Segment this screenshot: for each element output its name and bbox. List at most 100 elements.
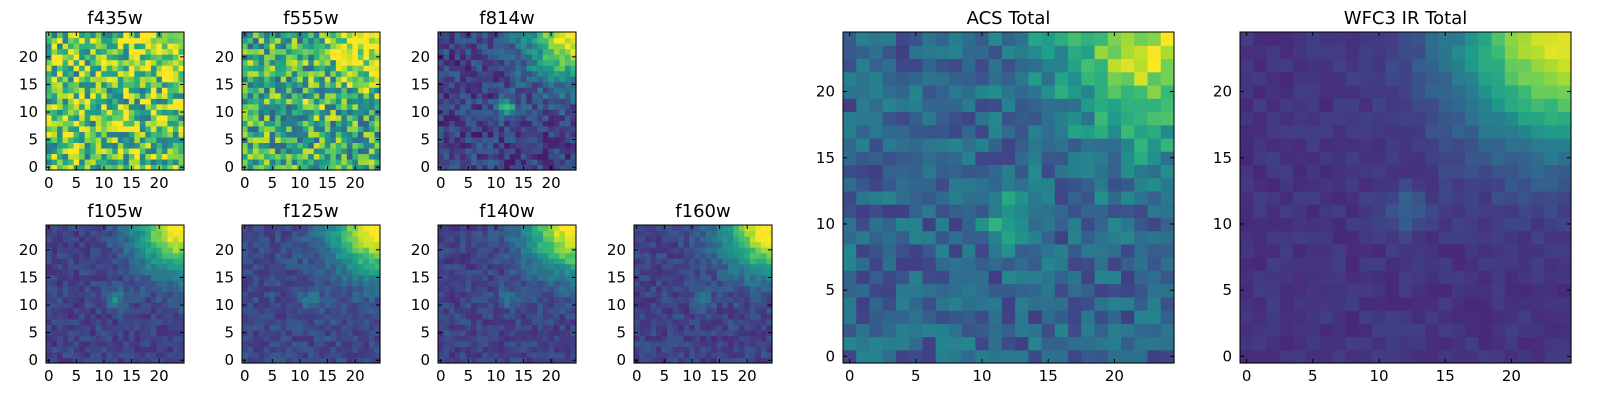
heatmap-cell — [167, 285, 174, 292]
heatmap-cell — [363, 252, 370, 259]
heatmap-cell — [264, 48, 271, 55]
heatmap-cell — [134, 274, 141, 281]
heatmap-cell — [1041, 270, 1056, 285]
heatmap-cell — [161, 81, 169, 88]
heatmap-cell — [727, 346, 734, 353]
heatmap-cell — [843, 296, 857, 311]
heatmap-cell — [1160, 204, 1175, 218]
heatmap-cell — [498, 302, 505, 309]
heatmap-cell — [766, 280, 773, 287]
heatmap-cell — [363, 103, 370, 110]
heatmap-cell — [150, 153, 157, 160]
heatmap-cell — [498, 236, 505, 243]
heatmap-cell — [291, 346, 298, 353]
heatmap-cell — [324, 351, 331, 359]
heatmap-cell — [738, 269, 745, 276]
heatmap-cell — [559, 43, 566, 50]
heatmap-cell — [449, 70, 456, 77]
heatmap-cell — [291, 114, 298, 121]
heatmap-cell — [280, 59, 287, 66]
heatmap-cell — [297, 76, 304, 83]
heatmap-cell — [1068, 204, 1082, 218]
heatmap-cell — [476, 335, 483, 342]
heatmap-cell — [84, 147, 91, 155]
heatmap-cell — [128, 313, 135, 320]
heatmap-cell — [683, 340, 690, 348]
heatmap-cell — [253, 48, 260, 55]
heatmap-cell — [493, 109, 500, 116]
heatmap-cell — [526, 307, 533, 314]
heatmap-cell — [935, 164, 950, 179]
heatmap-cell — [755, 329, 762, 336]
heatmap-cell — [443, 302, 450, 309]
heatmap-cell — [975, 310, 990, 324]
heatmap-cell — [656, 302, 663, 309]
heatmap-cell — [150, 147, 157, 155]
heatmap-cell — [324, 48, 331, 55]
heatmap-cell — [156, 346, 163, 353]
heatmap-cell — [330, 114, 337, 121]
heatmap-cell — [51, 87, 58, 94]
heatmap-cell — [95, 335, 102, 342]
heatmap-cell — [895, 296, 910, 311]
heatmap-cell — [645, 285, 652, 292]
heatmap-cell — [286, 120, 293, 127]
heatmap-cell — [357, 59, 365, 66]
heatmap-cell — [145, 147, 152, 155]
heatmap-cell — [346, 32, 353, 39]
heatmap-cell — [471, 65, 478, 72]
x-tick-label: 15 — [318, 367, 337, 385]
heatmap-cell — [683, 307, 690, 314]
heatmap-cell — [84, 335, 91, 342]
heatmap-cell — [253, 87, 260, 94]
heatmap-cell — [656, 318, 663, 325]
heatmap-cell — [667, 324, 674, 331]
heatmap-cell — [57, 136, 64, 143]
heatmap-cell — [330, 142, 337, 149]
heatmap-cell — [760, 241, 768, 248]
heatmap-cell — [487, 98, 494, 105]
heatmap-cell — [922, 230, 937, 245]
heatmap-cell — [357, 147, 365, 155]
heatmap-cell — [559, 48, 566, 55]
heatmap-cell — [526, 43, 533, 50]
heatmap-cell — [667, 329, 674, 336]
heatmap-cell — [291, 318, 298, 325]
heatmap-cell — [73, 114, 80, 121]
heatmap-cell — [650, 351, 657, 359]
heatmap-cell — [559, 340, 566, 348]
heatmap-cell — [570, 43, 577, 50]
heatmap-cell — [537, 65, 544, 72]
heatmap-cell — [895, 230, 910, 245]
heatmap-cell — [330, 307, 337, 314]
heatmap-cell — [106, 164, 113, 171]
heatmap-cell — [678, 307, 685, 314]
heatmap-cell — [509, 120, 516, 127]
heatmap-cell — [150, 324, 157, 331]
heatmap-cell — [269, 285, 276, 292]
heatmap-cell — [302, 313, 309, 320]
heatmap-cell — [744, 263, 751, 270]
heatmap-cell — [460, 230, 467, 237]
heatmap-cell — [51, 153, 58, 160]
heatmap-cell — [711, 357, 718, 364]
heatmap-cell — [498, 164, 505, 171]
heatmap-cell — [90, 153, 97, 160]
heatmap-cell — [694, 241, 701, 248]
y-tick-label: 15 — [411, 75, 430, 93]
heatmap-cell — [258, 252, 265, 259]
heatmap-cell — [634, 280, 641, 287]
heatmap-cell — [46, 158, 53, 166]
heatmap-cell — [526, 59, 533, 66]
heatmap-cell — [650, 296, 657, 303]
heatmap-cell — [308, 48, 315, 55]
heatmap-cell — [553, 274, 561, 281]
heatmap-cell — [454, 158, 461, 166]
heatmap-cell — [443, 225, 450, 232]
heatmap-cell — [313, 142, 320, 149]
heatmap-cell — [374, 158, 381, 166]
heatmap-cell — [117, 258, 124, 265]
heatmap-cell — [269, 302, 276, 309]
heatmap-cell — [79, 81, 86, 88]
heatmap-cell — [498, 357, 505, 364]
